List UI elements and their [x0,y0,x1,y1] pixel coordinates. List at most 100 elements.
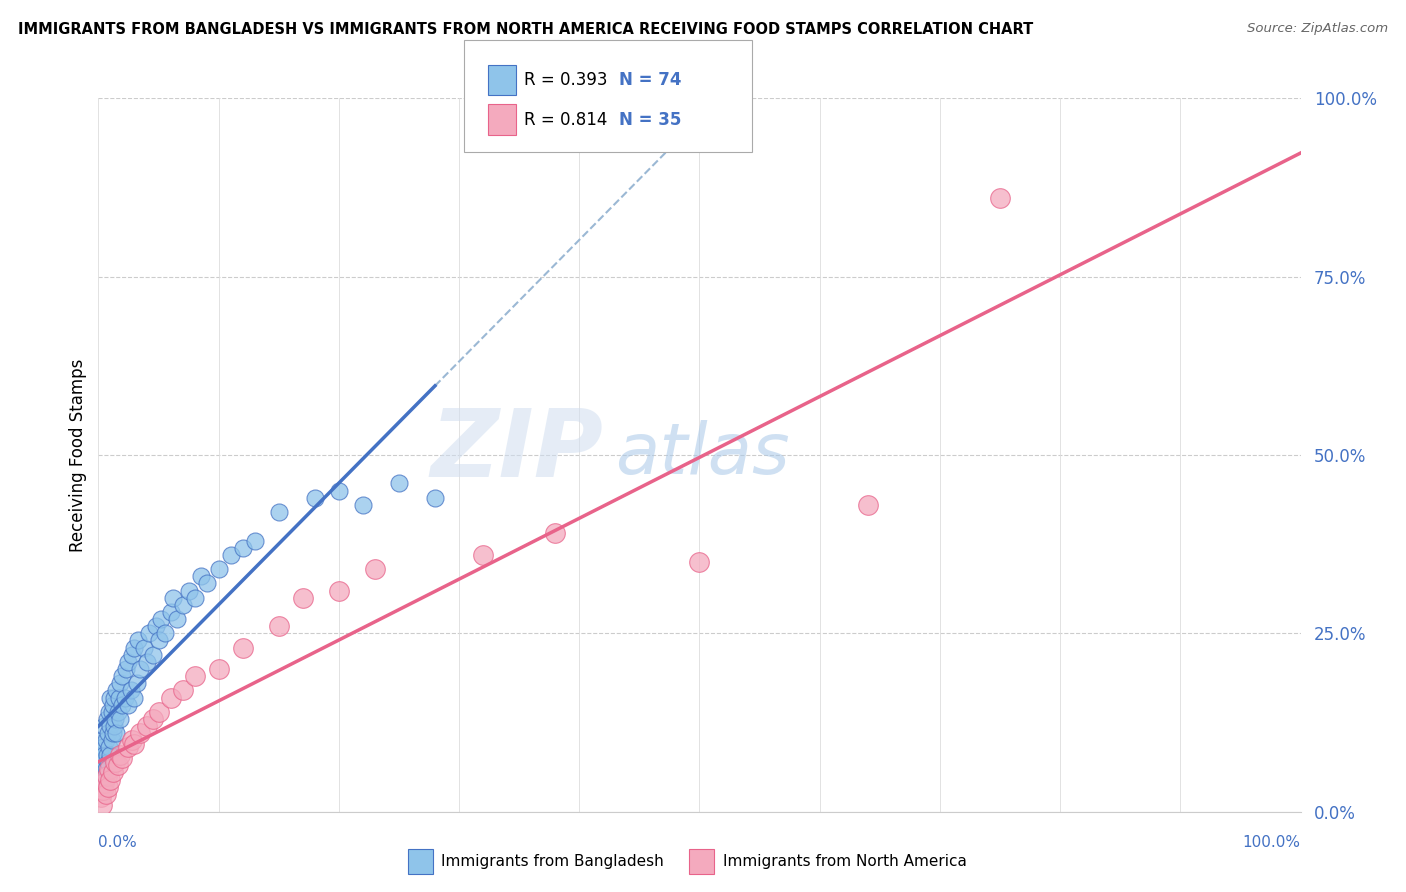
Point [124,690,146,705]
Text: 100.0%: 100.0% [1243,836,1301,850]
Point [96,712,118,726]
Point [127,633,149,648]
Point [124,640,146,655]
Text: N = 35: N = 35 [619,111,681,128]
Point [423,491,446,505]
Point [91,740,114,755]
Point [94,762,117,776]
Point [120,683,142,698]
Point [544,526,567,541]
Point [688,555,710,569]
Point [111,669,134,683]
Point [145,619,167,633]
Point [97,780,120,794]
Point [124,737,146,751]
Point [111,698,134,712]
Point [125,676,148,690]
Point [267,505,290,519]
Point [91,783,114,797]
Point [172,598,194,612]
Point [105,683,128,698]
Point [91,776,114,790]
Point [190,569,212,583]
Point [93,769,115,783]
Point [100,705,122,719]
Point [183,669,205,683]
Point [129,662,152,676]
Point [96,747,118,762]
Text: N = 74: N = 74 [619,71,681,89]
Point [232,541,254,555]
Point [328,483,350,498]
Point [91,762,114,776]
Text: R = 0.814: R = 0.814 [524,111,607,128]
Point [304,491,326,505]
Point [129,726,152,740]
Point [100,719,122,733]
Point [91,797,114,812]
Point [208,662,231,676]
Point [100,733,122,747]
Text: Source: ZipAtlas.com: Source: ZipAtlas.com [1247,22,1388,36]
Point [132,640,155,655]
Point [149,612,172,626]
Point [208,562,231,576]
Point [94,787,117,801]
Point [100,772,122,787]
Point [195,576,218,591]
Point [100,690,122,705]
Point [97,755,120,769]
Point [114,690,136,705]
Point [93,719,115,733]
Text: Immigrants from North America: Immigrants from North America [723,855,966,869]
Point [94,733,117,747]
Point [91,783,114,797]
Text: R = 0.393: R = 0.393 [524,71,607,89]
Point [108,676,131,690]
Text: 0.0%: 0.0% [98,836,138,850]
Point [101,765,124,780]
Point [162,591,184,605]
Point [98,762,121,776]
Point [93,776,115,790]
Point [364,562,387,576]
Point [159,605,181,619]
Point [96,769,118,783]
Point [91,755,114,769]
Point [115,662,138,676]
Point [121,733,143,747]
Point [141,712,163,726]
Point [135,655,157,669]
Point [105,726,128,740]
Point [219,548,242,562]
Point [148,633,170,648]
Point [117,698,139,712]
Point [856,498,879,512]
Point [97,726,120,740]
Point [472,548,495,562]
Point [117,740,139,755]
Point [148,705,170,719]
Point [108,712,131,726]
Point [98,705,121,719]
Point [159,690,181,705]
Point [232,640,254,655]
Point [111,751,134,765]
Point [104,755,127,769]
Point [103,719,125,733]
Point [177,583,200,598]
Point [166,612,188,626]
Point [108,747,131,762]
Point [172,683,194,698]
Point [103,690,125,705]
Text: ZIP: ZIP [430,405,603,498]
Point [291,591,314,605]
Point [100,747,122,762]
Point [352,498,374,512]
Point [388,476,411,491]
Point [98,740,121,755]
Point [107,705,129,719]
Point [90,790,112,805]
Point [101,726,124,740]
Point [153,626,176,640]
